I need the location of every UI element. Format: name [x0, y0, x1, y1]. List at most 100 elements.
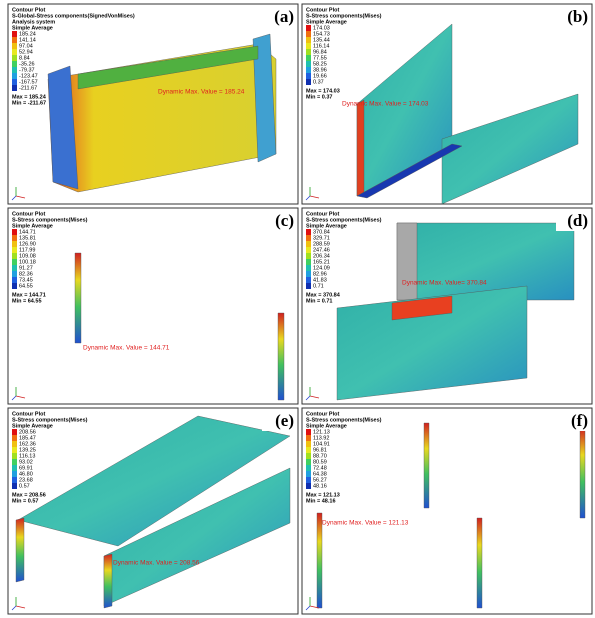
legend-value: 185.47 — [19, 435, 36, 441]
legend-value: 96.81 — [313, 447, 327, 453]
legend-swatch — [12, 49, 17, 55]
legend-swatch — [306, 37, 311, 43]
legend-value: 124.09 — [313, 265, 330, 271]
legend-value: 100.18 — [19, 259, 36, 265]
legend-value: 96.84 — [313, 49, 327, 55]
legend-value: 141.14 — [19, 37, 36, 43]
legend-value: 113.92 — [313, 435, 329, 441]
legend-swatch — [12, 265, 17, 271]
legend-swatch — [306, 465, 311, 471]
axis-z — [11, 195, 17, 201]
header-line: S-Global-Stress components(SignedVonMise… — [12, 13, 135, 19]
legend-swatch — [306, 25, 311, 31]
header-line: Simple Average — [306, 423, 347, 429]
legend-swatch — [306, 483, 311, 489]
legend-swatch — [12, 271, 17, 277]
axis-z — [11, 605, 17, 611]
max-label: Max = 121.13 — [306, 492, 340, 498]
model-part — [74, 252, 82, 344]
model-part — [103, 553, 113, 609]
min-label: Min = 0.57 — [12, 498, 38, 504]
header-line: Simple Average — [12, 223, 53, 229]
legend-swatch — [12, 477, 17, 483]
legend-value: 104.91 — [313, 441, 330, 447]
legend-swatch — [306, 441, 311, 447]
legend-swatch — [306, 31, 311, 37]
panel-label: (b) — [567, 7, 588, 26]
model-part — [476, 517, 483, 609]
model-part — [252, 33, 277, 163]
model-part — [396, 222, 575, 301]
header-line: Contour Plot — [12, 411, 45, 417]
legend-value: 58.25 — [313, 61, 327, 67]
header-line: S-Stress components(Mises) — [12, 217, 88, 223]
legend-value: 56.27 — [313, 477, 327, 483]
legend-value: 46.80 — [19, 471, 33, 477]
legend-swatch — [306, 435, 311, 441]
legend-swatch — [12, 483, 17, 489]
legend-swatch — [12, 61, 17, 67]
legend-swatch — [306, 477, 311, 483]
legend-swatch — [306, 253, 311, 259]
header-line: S-Stress components(Mises) — [306, 417, 382, 423]
legend-value: 117.99 — [19, 247, 35, 253]
legend-swatch — [306, 229, 311, 235]
legend-value: -123.47 — [19, 73, 38, 79]
label-box — [556, 411, 589, 431]
min-label: Min = 0.37 — [306, 94, 332, 100]
legend-swatch — [12, 429, 17, 435]
legend-swatch — [12, 435, 17, 441]
legend-swatch — [306, 277, 311, 283]
legend-swatch — [12, 37, 17, 43]
model-part — [277, 312, 285, 401]
max-label: Max = 370.84 — [306, 292, 341, 298]
legend-value: 80.59 — [313, 459, 327, 465]
legend-value: 48.16 — [313, 483, 327, 489]
legend-value: 116.14 — [313, 43, 329, 49]
legend-value: 93.02 — [19, 459, 33, 465]
legend-value: 126.90 — [19, 241, 36, 247]
legend-value: -167.57 — [19, 79, 38, 85]
panel-frame — [7, 207, 299, 405]
model-part — [356, 99, 365, 197]
legend-swatch — [306, 453, 311, 459]
label-box — [262, 411, 295, 431]
legend-swatch — [12, 73, 17, 79]
axis-z — [305, 605, 311, 611]
header-line: Analysis system — [12, 19, 55, 25]
legend-swatch — [306, 73, 311, 79]
model-part — [396, 222, 418, 301]
axis-z — [305, 195, 311, 201]
model-part — [356, 143, 463, 199]
legend-value: 208.56 — [19, 429, 36, 435]
annotation: Dynamic Max. Value = 174.03 — [342, 101, 429, 108]
legend-swatch — [12, 31, 17, 37]
header-line: Contour Plot — [306, 211, 339, 217]
legend-swatch — [12, 235, 17, 241]
model-part — [579, 427, 586, 519]
legend-value: 38.96 — [313, 67, 327, 73]
legend-value: 97.04 — [19, 43, 33, 49]
model-part — [15, 517, 25, 583]
panel-frame — [301, 407, 593, 615]
header-line: Contour Plot — [12, 211, 45, 217]
legend-value: 23.68 — [19, 477, 33, 483]
legend-value: 206.34 — [313, 253, 330, 259]
legend-value: 0.37 — [313, 79, 324, 85]
legend-value: 88.70 — [313, 453, 327, 459]
legend-swatch — [306, 459, 311, 465]
legend-value: 370.84 — [313, 229, 330, 235]
model-part — [77, 45, 259, 90]
annotation: Dynamic Max. Value = 185.24 — [158, 89, 245, 96]
legend-swatch — [12, 459, 17, 465]
header-line: S-Stress components(Mises) — [306, 13, 382, 19]
panel-label: (e) — [275, 411, 294, 430]
legend-swatch — [12, 277, 17, 283]
legend-swatch — [12, 247, 17, 253]
annotation: Dynamic Max. Value = 208.56 — [113, 560, 200, 567]
legend-value: -35.26 — [19, 61, 35, 67]
